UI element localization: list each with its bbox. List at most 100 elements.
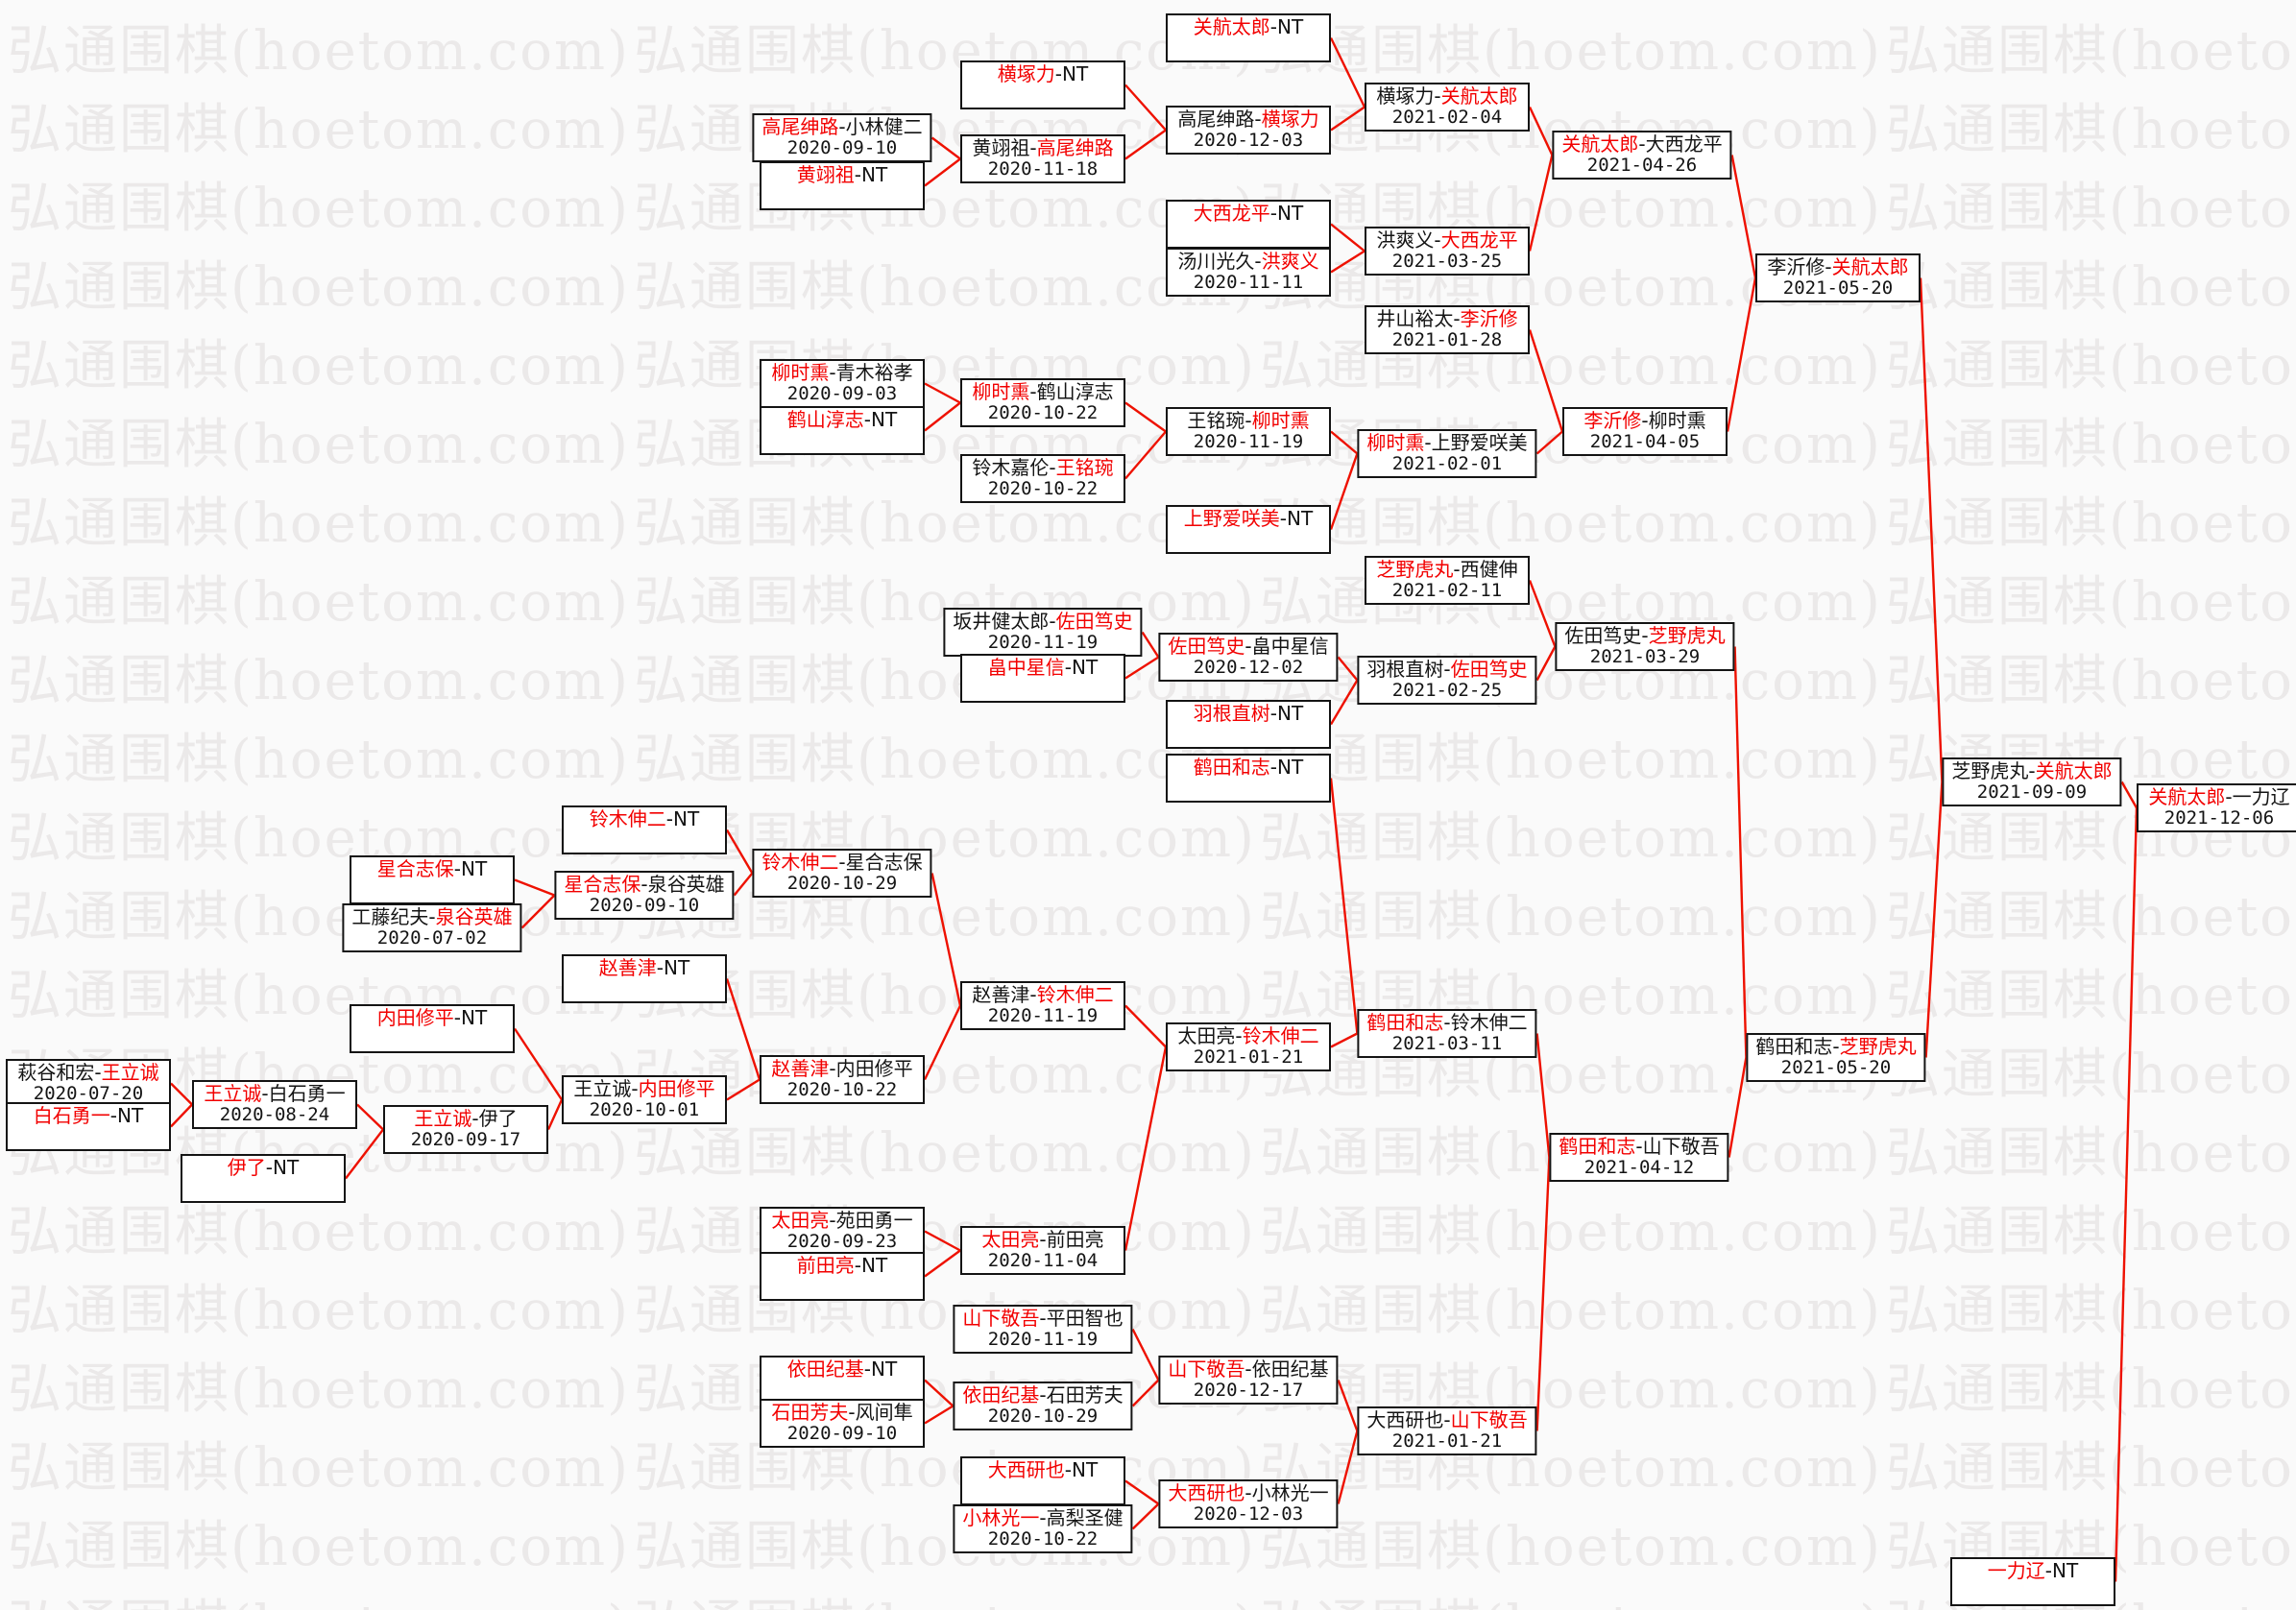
- match-box-b45[interactable]: 赵善津-内田修平 2020-10-22: [760, 1055, 925, 1104]
- match-box-b49[interactable]: 鹤田和志-山下敬吾 2021-04-12: [1549, 1133, 1729, 1182]
- match-box-b50[interactable]: 鹤田和志-芝野虎丸 2021-05-20: [1746, 1033, 1926, 1082]
- vs-dash: -: [863, 1358, 872, 1381]
- match-box-b39[interactable]: 内田修平-NT: [350, 1004, 515, 1053]
- player-left: 一力辽: [1987, 1559, 2045, 1582]
- match-title: 李沂修-柳时熏: [1572, 410, 1718, 432]
- player-left: 赵善津: [598, 956, 657, 979]
- match-title: 李沂修-关航太郎: [1765, 256, 1911, 278]
- match-box-b6[interactable]: 高尾绅路-横塚力 2020-12-03: [1166, 106, 1331, 155]
- bracket-line: [1329, 679, 1359, 726]
- player-left: 关航太郎: [1193, 15, 1270, 38]
- match-box-b27[interactable]: 佐田笃史-芝野虎丸 2021-03-29: [1555, 622, 1735, 671]
- vs-dash: -: [854, 1254, 862, 1277]
- match-box-b58[interactable]: 依田纪基-石田芳夫 2020-10-29: [953, 1382, 1133, 1430]
- match-box-b12[interactable]: 李沂修-关航太郎 2021-05-20: [1755, 253, 1921, 302]
- match-box-b2[interactable]: 横塚力-NT: [960, 60, 1125, 109]
- match-box-b36[interactable]: 工藤纪夫-泉谷英雄 2020-07-02: [342, 903, 522, 952]
- bracket-line: [1330, 1032, 1358, 1048]
- match-box-b3[interactable]: 高尾绅路-小林健二 2020-09-10: [752, 113, 932, 162]
- match-box-b23[interactable]: 坂井健太郎-佐田笃史 2020-11-19: [943, 608, 1143, 657]
- match-box-b14[interactable]: 柳时熏-青木裕孝 2020-09-03: [760, 359, 925, 408]
- bracket-line: [1919, 277, 1944, 782]
- match-box-b52[interactable]: 前田亮-NT: [760, 1252, 925, 1301]
- match-box-b7[interactable]: 横塚力-关航太郎 2021-02-04: [1365, 83, 1530, 132]
- match-box-b11[interactable]: 洪爽义-大西龙平 2021-03-25: [1365, 227, 1530, 276]
- match-box-b38[interactable]: 赵善津-铃木伸二 2020-11-19: [960, 981, 1125, 1030]
- bracket-line: [1124, 430, 1167, 480]
- match-box-b32[interactable]: 铃木伸二-NT: [562, 805, 727, 854]
- match-box-b34[interactable]: 铃木伸二-星合志保 2020-10-29: [752, 849, 932, 898]
- match-box-b30[interactable]: 芝野虎丸-关航太郎 2021-09-09: [1942, 757, 2122, 806]
- match-box-b20[interactable]: 李沂修-柳时熏 2021-04-05: [1562, 407, 1728, 456]
- match-box-b5[interactable]: 黄翊祖-高尾绅路 2020-11-18: [960, 134, 1125, 183]
- match-box-b57[interactable]: 石田芳夫-风间隼 2020-09-10: [760, 1399, 925, 1448]
- bracket-line: [1131, 1328, 1160, 1382]
- match-box-b19[interactable]: 柳时熏-上野爱咲美 2021-02-01: [1357, 429, 1537, 478]
- match-box-b62[interactable]: 大西研也-小林光一 2020-12-03: [1158, 1479, 1339, 1528]
- match-box-b46[interactable]: 王立诚-内田修平 2020-10-01: [562, 1075, 727, 1124]
- player-right: 上野爱咲美: [1431, 431, 1528, 454]
- match-title: 山下敬吾-依田纪基: [1168, 1358, 1328, 1381]
- vs-dash: -: [863, 408, 872, 431]
- match-box-b54[interactable]: 山下敬吾-平田智也 2020-11-19: [953, 1305, 1133, 1354]
- match-box-b63[interactable]: 一力辽-NT: [1950, 1557, 2115, 1606]
- match-box-b21[interactable]: 上野爱咲美-NT: [1166, 505, 1331, 554]
- match-box-b18[interactable]: 铃木嘉伦-王铭琬 2020-10-22: [960, 454, 1125, 503]
- match-box-b55[interactable]: 依田纪基-NT: [760, 1356, 925, 1405]
- player-left: 赵善津: [771, 1057, 830, 1080]
- match-box-b59[interactable]: 大西研也-山下敬吾 2021-01-21: [1357, 1406, 1537, 1455]
- vs-dash: -: [1245, 635, 1252, 658]
- vs-dash: -: [1039, 1383, 1047, 1406]
- match-box-b42[interactable]: 萩谷和宏-王立诚 2020-07-20: [6, 1059, 171, 1108]
- match-box-b47[interactable]: 王立诚-伊了 2020-09-17: [383, 1105, 548, 1154]
- match-box-b25[interactable]: 佐田笃史-畠中星信 2020-12-02: [1158, 633, 1339, 682]
- match-box-b41[interactable]: 鹤田和志-铃木伸二 2021-03-11: [1357, 1009, 1537, 1058]
- match-box-b16[interactable]: 柳时熏-鹤山淳志 2020-10-22: [960, 378, 1125, 427]
- match-box-b33[interactable]: 星合志保-NT: [350, 855, 515, 904]
- match-box-b53[interactable]: 太田亮-前田亮 2020-11-04: [960, 1226, 1125, 1275]
- match-box-b26[interactable]: 羽根直树-佐田笃史 2021-02-25: [1357, 656, 1537, 705]
- match-box-b29[interactable]: 鹤田和志-NT: [1166, 754, 1331, 803]
- match-box-b60[interactable]: 大西研也-NT: [960, 1456, 1125, 1505]
- match-date: 2020-11-19: [987, 1005, 1099, 1026]
- match-title: 佐田笃史-芝野虎丸: [1564, 625, 1725, 647]
- match-box-b37[interactable]: 赵善津-NT: [562, 954, 727, 1003]
- match-box-b24[interactable]: 畠中星信-NT: [960, 654, 1125, 703]
- match-box-b8[interactable]: 关航太郎-大西龙平 2021-04-26: [1552, 131, 1732, 180]
- match-box-b61[interactable]: 小林光一-高梨圣健 2020-10-22: [953, 1504, 1133, 1553]
- player-left: 星合志保: [564, 873, 641, 896]
- match-box-b4[interactable]: 黄翊祖-NT: [760, 161, 925, 210]
- match-box-b56[interactable]: 山下敬吾-依田纪基 2020-12-17: [1158, 1356, 1339, 1405]
- match-box-b28[interactable]: 羽根直树-NT: [1166, 700, 1331, 749]
- match-title: 芝野虎丸-西健伸: [1374, 559, 1520, 581]
- vs-dash: -: [1641, 409, 1649, 432]
- player-left: 鹤山淳志: [786, 408, 864, 431]
- match-box-b48[interactable]: 伊了-NT: [181, 1154, 346, 1203]
- match-box-b15[interactable]: 鹤山淳志-NT: [760, 406, 925, 455]
- match-box-b31[interactable]: 关航太郎-一力辽 2021-12-06: [2137, 783, 2296, 832]
- match-box-b35[interactable]: 星合志保-泉谷英雄 2020-09-10: [554, 871, 735, 920]
- match-box-b9[interactable]: 大西龙平-NT: [1166, 200, 1331, 249]
- player-right: NT: [117, 1104, 144, 1127]
- player-right: NT: [673, 807, 700, 830]
- match-title: 汤川光久-洪爽义: [1175, 251, 1321, 273]
- match-date: 2021-05-20: [1782, 277, 1894, 299]
- player-left: 李沂修: [1583, 409, 1642, 432]
- match-box-b40[interactable]: 太田亮-铃木伸二 2021-01-21: [1166, 1022, 1331, 1071]
- vs-dash: -: [829, 1209, 836, 1232]
- match-box-b22[interactable]: 芝野虎丸-西健伸 2021-02-11: [1365, 556, 1530, 605]
- match-box-b1[interactable]: 关航太郎-NT: [1166, 13, 1331, 62]
- match-title: 羽根直树-NT: [1175, 703, 1321, 725]
- match-box-b43[interactable]: 白石勇一-NT: [6, 1102, 171, 1151]
- bracket-line: [1528, 106, 1554, 156]
- match-date: 2021-12-06: [2163, 807, 2275, 829]
- match-box-b17[interactable]: 王铭琬-柳时熏 2020-11-19: [1166, 407, 1331, 456]
- match-box-b51[interactable]: 太田亮-苑田勇一 2020-09-23: [760, 1207, 925, 1256]
- match-title: 横塚力-NT: [970, 63, 1116, 85]
- match-title: 依田纪基-NT: [769, 1358, 915, 1381]
- match-box-b44[interactable]: 王立诚-白石勇一 2020-08-24: [192, 1080, 357, 1129]
- match-box-b13[interactable]: 井山裕太-李沂修 2021-01-28: [1365, 305, 1530, 354]
- match-date: 2021-01-28: [1391, 329, 1503, 350]
- match-box-b10[interactable]: 汤川光久-洪爽义 2020-11-11: [1166, 248, 1331, 297]
